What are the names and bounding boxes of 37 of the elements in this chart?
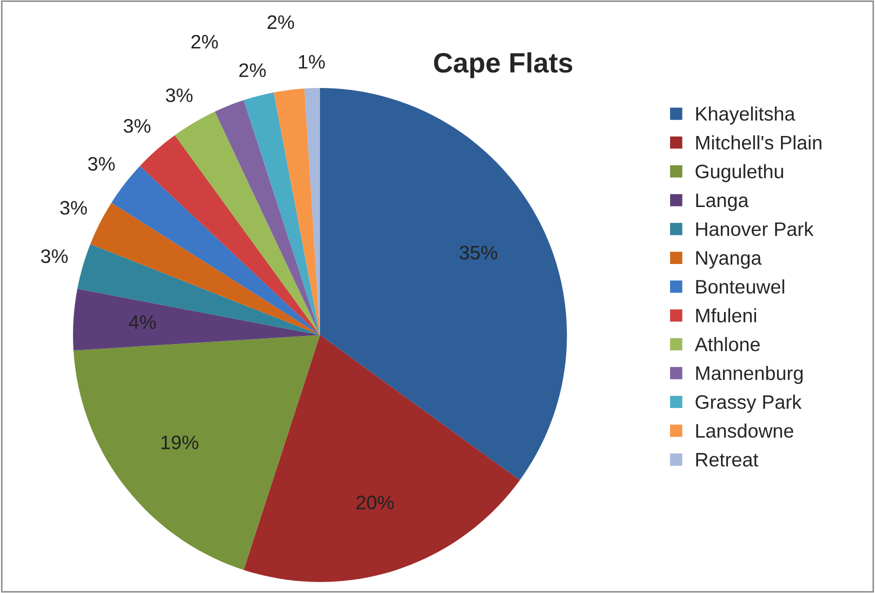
data-label: 3% <box>60 200 87 215</box>
pie-slice <box>77 244 320 336</box>
legend-label: Gugulethu <box>696 164 784 182</box>
legend-label: Mitchell's Plain <box>696 135 822 150</box>
data-label: 35% <box>460 246 498 260</box>
pie-slice <box>73 335 320 570</box>
data-label: 2% <box>191 34 218 49</box>
data-label: 19% <box>162 435 198 450</box>
pie-slice <box>320 88 567 480</box>
text: Cape Flats <box>434 52 572 78</box>
data-label: 2% <box>268 15 294 29</box>
data-label: 3% <box>166 88 193 102</box>
data-label: 20% <box>356 496 394 510</box>
legend-label: Grassy Park <box>696 394 802 413</box>
legend-label: Mfuleni <box>696 308 756 322</box>
legend-label: Khayelitsha <box>696 106 796 125</box>
data-label: 2% <box>239 63 266 78</box>
legend-label: Bonteuwel <box>696 279 784 294</box>
legend-label: Hanover Park <box>696 222 814 236</box>
legend-label: Lansdowne <box>696 423 794 438</box>
data-label: 3% <box>41 249 68 264</box>
pie-slice <box>90 202 320 336</box>
pie-slice <box>244 335 520 582</box>
data-label: 3% <box>124 119 150 133</box>
legend-label: Athlone <box>694 337 760 352</box>
legend-label: Mannenburg <box>696 366 803 384</box>
legend-label: Retreat <box>696 453 758 467</box>
pie-slice <box>73 288 320 351</box>
pie-slice <box>214 100 320 336</box>
legend-label: Langa <box>696 194 749 212</box>
data-label: 3% <box>88 156 115 171</box>
pie-slice <box>174 112 320 336</box>
legend-label: Nyanga <box>696 251 762 269</box>
pie-slice <box>274 88 320 336</box>
data-label: 4% <box>128 315 156 330</box>
data-label: 1% <box>298 55 325 69</box>
pie-slice <box>244 92 320 336</box>
